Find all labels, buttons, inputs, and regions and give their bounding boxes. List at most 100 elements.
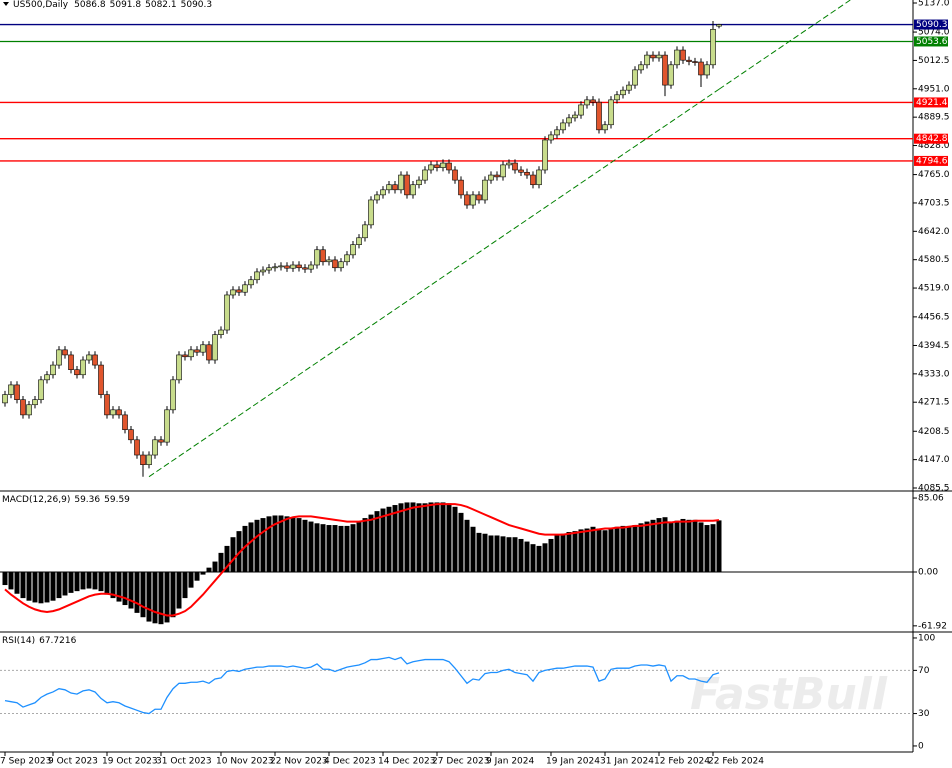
macd-bar <box>602 530 608 572</box>
macd-bar <box>626 525 632 572</box>
macd-bar <box>344 525 350 572</box>
macd-bar <box>494 535 500 572</box>
macd-bar <box>278 515 284 572</box>
candle-body <box>602 124 608 131</box>
macd-bar <box>368 514 374 572</box>
x-tick-label: 19 Oct 2023 <box>102 757 158 767</box>
macd-bar <box>56 572 62 599</box>
macd-title: MACD(12,26,9) <box>2 495 70 505</box>
candle-body <box>62 349 68 356</box>
macd-bar <box>518 538 524 572</box>
candle-body <box>218 329 224 335</box>
macd-bar <box>554 535 560 572</box>
header-high: 5091.8 <box>110 0 142 10</box>
candle-body <box>686 59 692 62</box>
macd-bar <box>488 535 494 572</box>
level-label-box <box>914 155 948 166</box>
macd-bar <box>596 528 602 572</box>
signal-line <box>4 503 720 617</box>
macd-bar <box>662 517 668 572</box>
candle-body <box>338 261 344 269</box>
candle-body <box>392 184 398 191</box>
symbol-title: US500,Daily <box>13 0 69 10</box>
candle-body <box>164 409 170 443</box>
macd-bar <box>188 572 194 588</box>
candle-body <box>224 294 230 331</box>
macd-bar <box>26 572 32 601</box>
macd-bar <box>218 552 224 572</box>
candle-body <box>128 429 134 441</box>
candle-body <box>26 404 32 416</box>
candle-body <box>692 61 698 63</box>
candle-body <box>236 289 242 293</box>
candle-body <box>98 364 104 395</box>
macd-bar <box>134 572 140 613</box>
x-tick-label: 31 Oct 2023 <box>156 757 212 767</box>
candle-body <box>626 84 632 91</box>
candle-body <box>680 49 686 61</box>
macd-bar <box>440 502 446 572</box>
macd-bar <box>650 519 656 572</box>
macd-bar <box>362 518 368 572</box>
macd-bar <box>590 526 596 572</box>
level-label-box <box>914 36 948 47</box>
y-tick-label: 4580.5 <box>918 255 950 265</box>
candle-body <box>482 179 488 201</box>
macd-bar <box>92 572 98 590</box>
candle-body <box>68 354 74 370</box>
candle-body <box>326 259 332 263</box>
macd-bar <box>74 572 80 592</box>
macd-bar <box>686 519 692 572</box>
macd-bar <box>356 521 362 572</box>
x-tick-label: 7 Sep 2023 <box>0 757 51 767</box>
candle-body <box>476 194 482 201</box>
macd-bar <box>254 519 260 572</box>
candle-body <box>566 117 572 124</box>
y-tick-label: 4951.0 <box>918 84 950 94</box>
macd-bar <box>98 572 104 592</box>
y-tick-label: 4456.5 <box>918 312 950 322</box>
y-tick-label: 5137.0 <box>918 0 950 8</box>
level-label-box <box>914 97 948 108</box>
macd-bar <box>638 523 644 572</box>
candle-body <box>698 61 704 76</box>
macd-bar <box>584 528 590 572</box>
macd-bar <box>206 567 212 572</box>
candle-body <box>656 54 662 59</box>
y-tick-label: 0.00 <box>918 568 938 578</box>
candle-body <box>200 344 206 353</box>
level-label: 5090.3 <box>916 20 948 30</box>
candle-body <box>332 259 338 269</box>
candle-body <box>320 249 326 263</box>
macd-bar <box>692 519 698 572</box>
macd-bar <box>314 523 320 572</box>
macd-bar <box>8 572 14 590</box>
macd-bar <box>14 572 20 594</box>
macd-bar <box>536 545 542 572</box>
candle-body <box>176 354 182 381</box>
candle-body <box>266 267 272 271</box>
macd-bar <box>140 572 146 618</box>
macd-bar <box>614 526 620 572</box>
candle-body <box>620 89 626 96</box>
macd-bar <box>38 572 44 604</box>
candle-body <box>50 364 56 376</box>
candle-body <box>80 359 86 376</box>
candle-body <box>386 184 392 191</box>
macd-bar <box>656 518 662 572</box>
candle-body <box>308 264 314 270</box>
candle-body <box>290 264 296 269</box>
candle-body <box>596 101 602 131</box>
candle-body <box>374 194 380 201</box>
y-tick-label: 4147.0 <box>918 455 950 465</box>
macd-bar <box>452 506 458 572</box>
macd-bar <box>302 519 308 572</box>
y-tick-label: 5074.0 <box>918 28 950 38</box>
candle-body <box>506 162 512 166</box>
macd-bar <box>392 505 398 572</box>
candle-body <box>86 354 92 361</box>
candle-body <box>554 129 560 136</box>
macd-bar <box>110 572 116 599</box>
